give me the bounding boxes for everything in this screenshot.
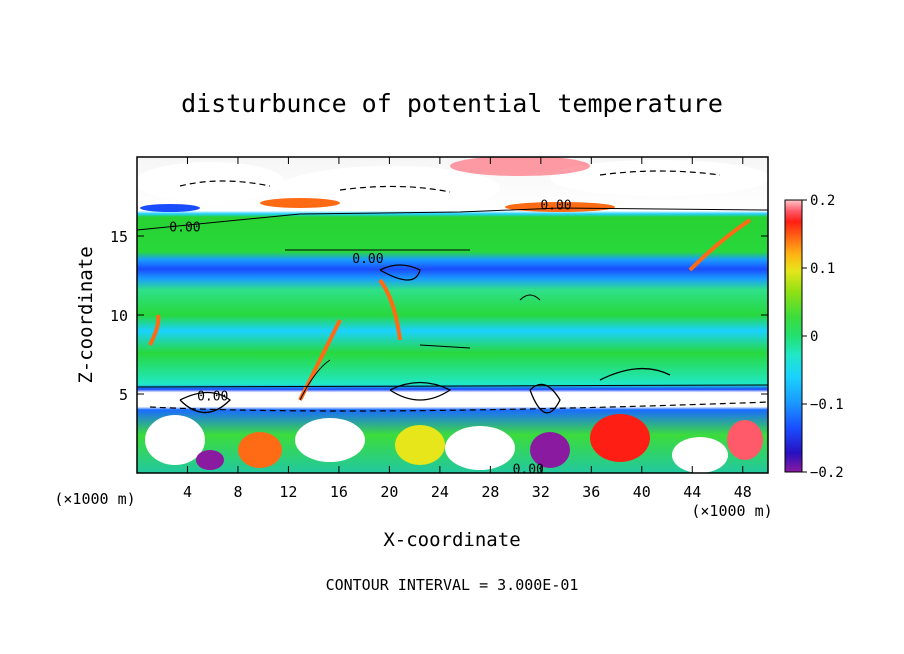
y-tick-label: 10: [110, 307, 128, 325]
colorbar-tick-label: −0.2: [810, 465, 844, 481]
contour-label: 0.00: [197, 390, 228, 405]
contour-interval-note: CONTOUR INTERVAL = 3.000E-01: [326, 576, 579, 594]
contour-label: 0.00: [169, 221, 200, 236]
y-axis-ticks: 5 10 15: [110, 228, 768, 404]
x-tick-label: 24: [431, 483, 449, 501]
colorbar: 0.2 0.1 0 −0.1 −0.2: [784, 193, 844, 481]
x-tick-label: 28: [481, 483, 499, 501]
colorbar-tick-label: −0.1: [810, 397, 844, 413]
x-tick-label: 40: [633, 483, 651, 501]
colorbar-scale: [784, 199, 803, 473]
colorbar-tick-label: 0.1: [810, 261, 835, 277]
y-tick-label: 15: [110, 228, 128, 246]
colorbar-tick-label: 0: [810, 329, 818, 345]
x-unit-right: (×1000 m): [691, 502, 772, 520]
contour-labels: 0.00 0.00 0.00 0.00 0.00: [169, 198, 571, 477]
x-axis-ticks: 4 8 12 16 20 24 28 32 36 40 44 48: [183, 157, 752, 501]
x-tick-label: 32: [532, 483, 550, 501]
plot-area: [137, 157, 768, 473]
x-unit-left: (×1000 m): [54, 490, 135, 508]
x-tick-label: 4: [183, 483, 192, 501]
contour-label: 0.00: [540, 198, 571, 213]
colorbar-tick-label: 0.2: [810, 193, 835, 209]
x-tick-label: 44: [683, 483, 701, 501]
x-tick-label: 36: [582, 483, 600, 501]
contour-lines: [137, 170, 768, 414]
y-axis-label: Z-coordinate: [75, 246, 97, 383]
x-axis-label: X-coordinate: [383, 529, 520, 551]
x-tick-label: 16: [330, 483, 348, 501]
field-background: [137, 157, 768, 473]
colorbar-ticks: 0.2 0.1 0 −0.1 −0.2: [802, 193, 844, 481]
contour-label: 0.00: [352, 252, 383, 267]
x-tick-label: 20: [380, 483, 398, 501]
x-tick-label: 8: [233, 483, 242, 501]
lower-turbulent-region: [145, 414, 763, 473]
x-tick-label: 48: [734, 483, 752, 501]
x-tick-label: 12: [279, 483, 297, 501]
chart-title: disturbunce of potential temperature: [181, 89, 723, 118]
y-tick-label: 5: [119, 386, 128, 404]
contour-label: 0.00: [513, 462, 544, 477]
